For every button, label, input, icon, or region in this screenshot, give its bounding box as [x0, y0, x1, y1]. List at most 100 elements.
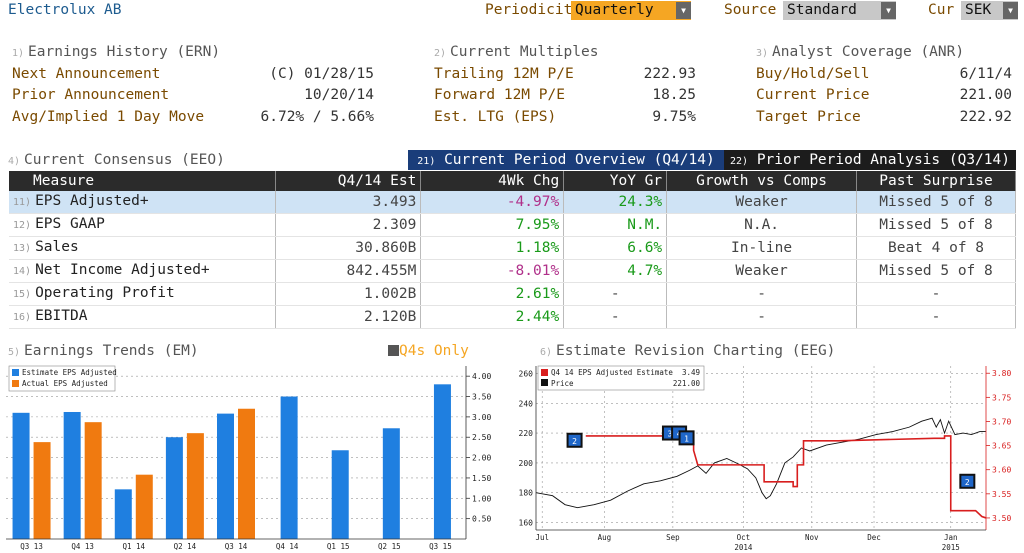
earnings-history-header[interactable]: 1) Earnings History (ERN) [12, 44, 220, 60]
comps-cell: - [666, 282, 857, 306]
periodicity-value: Quarterly [575, 2, 654, 18]
source-value: Standard [787, 2, 857, 18]
event-marker-icon: 2 [566, 432, 583, 448]
estimate-cell: 1.002B [275, 282, 422, 306]
x-tick-label: Q1 15 [327, 542, 350, 551]
event-marker-fill [663, 427, 676, 439]
estimate-bar [280, 396, 298, 539]
tab-current-period[interactable]: 21) Current Period Overview (Q4/14) [408, 150, 724, 170]
table-row[interactable]: 11) EPS Adjusted+ 3.493 -4.97% 24.3% Weak… [9, 191, 1016, 214]
yoy-cell: N.M. [563, 213, 668, 237]
currency-value: SEK [965, 2, 992, 18]
x-tick-label: Q2 15 [378, 542, 401, 551]
consensus-header[interactable]: 4) Current Consensus (EEO) [8, 152, 225, 168]
column-header[interactable]: YoY Gr [563, 171, 668, 191]
security-title: Electrolux AB [8, 2, 122, 18]
ac-label-1: Current Price [756, 87, 870, 103]
yoy-cell: 6.6% [563, 236, 668, 260]
periodicity-select[interactable]: Quarterly ▼ [571, 1, 691, 20]
actual-bar [135, 474, 153, 539]
estimate-cell: 2.309 [275, 213, 422, 237]
measure-cell: EPS Adjusted+ [35, 193, 149, 209]
left-tick-label: 160 [519, 519, 534, 528]
change-cell: -4.97% [420, 191, 565, 214]
x-tick-label: Jan [944, 533, 958, 542]
change-cell: 2.61% [420, 282, 565, 306]
currency-select[interactable]: SEK ▼ [961, 1, 1018, 20]
left-tick-label: 240 [519, 399, 534, 408]
legend-value: 221.00 [673, 379, 701, 388]
comps-cell: In-line [666, 236, 857, 260]
surprise-cell: Missed 5 of 8 [856, 213, 1016, 237]
x-tick-label: Nov [805, 533, 819, 542]
column-header[interactable]: Measure [9, 171, 277, 191]
earnings-trends-header[interactable]: 5) Earnings Trends (EM) [8, 343, 199, 359]
table-row[interactable]: 14) Net Income Adjusted+ 842.455M -8.01% … [9, 259, 1016, 283]
table-row[interactable]: 12) EPS GAAP 2.309 7.95% N.M. N.A. Missed… [9, 213, 1016, 237]
comps-cell: Weaker [666, 259, 857, 283]
change-cell: 1.18% [420, 236, 565, 260]
table-row[interactable]: 15) Operating Profit 1.002B 2.61% - - - [9, 282, 1016, 306]
tab-number: 22) [730, 156, 749, 167]
section-number: 5) [8, 347, 21, 358]
legend-swatch [12, 369, 19, 376]
comps-cell: Weaker [666, 191, 857, 214]
estimate-revision-header[interactable]: 6) Estimate Revision Charting (EEG) [540, 343, 835, 359]
estimate-cell: 30.860B [275, 236, 422, 260]
table-row[interactable]: 13) Sales 30.860B 1.18% 6.6% In-line Beat… [9, 236, 1016, 260]
section-number: 3) [756, 48, 769, 59]
x-tick-label: Q1 14 [122, 542, 145, 551]
actual-bar [33, 442, 51, 539]
analyst-coverage-header[interactable]: 3) Analyst Coverage (ANR) [756, 44, 964, 60]
legend-swatch [12, 380, 19, 387]
dropdown-arrow-icon: ▼ [881, 2, 896, 19]
y-tick-label: 3.00 [472, 413, 491, 422]
x-tick-label: Jul [535, 533, 549, 542]
measure-cell: Sales [35, 239, 79, 255]
q4s-only-toggle[interactable]: Q4s Only [388, 343, 469, 359]
legend-label: Actual EPS Adjusted [22, 379, 108, 388]
row-number: 12) [13, 220, 32, 231]
tab-number: 21) [417, 156, 436, 167]
right-tick-label: 3.65 [992, 442, 1011, 451]
estimate-bar [12, 412, 30, 539]
section-number: 6) [540, 347, 553, 358]
column-header[interactable]: Past Surprise [856, 171, 1016, 191]
earnings-trends-chart: 0.50 1.00 1.50 2.00 2.50 3.00 3.50 4.00 Q3 13 Q4 … [6, 365, 491, 551]
change-cell: -8.01% [420, 259, 565, 283]
event-marker-icon: 1 [678, 430, 695, 446]
tab-prior-period[interactable]: 22) Prior Period Analysis (Q3/14) [724, 150, 1016, 170]
x-tick-label: Q3 14 [225, 542, 248, 551]
consensus-table: Measure Q4/14 Est 4Wk Chg YoY Gr Growth … [9, 171, 1016, 329]
source-select[interactable]: Standard ▼ [783, 1, 896, 20]
table-row[interactable]: 16) EBITDA 2.120B 2.44% - - - [9, 305, 1016, 329]
event-marker-label: 1 [684, 434, 689, 443]
eh-value-2: 6.72% / 5.66% [260, 109, 375, 125]
change-cell: 2.44% [420, 305, 565, 329]
column-header[interactable]: 4Wk Chg [420, 171, 565, 191]
column-header[interactable]: Q4/14 Est [275, 171, 422, 191]
current-multiples-title: Current Multiples [450, 44, 599, 60]
measure-cell: EBITDA [35, 308, 88, 324]
right-tick-label: 3.75 [992, 393, 1011, 402]
column-header[interactable]: Growth vs Comps [666, 171, 857, 191]
current-multiples-header[interactable]: 2) Current Multiples [434, 44, 598, 60]
measure-cell: EPS GAAP [35, 216, 105, 232]
row-number: 11) [13, 197, 32, 208]
legend-value: 3.49 [682, 368, 700, 377]
estimate-revision-chart: 160 180 200 220 240 260 3.50 3.55 3.60 3.65 3.70 3.… [519, 365, 1011, 552]
event-marker-fill [680, 432, 693, 444]
x-tick-label: Q3 15 [429, 542, 452, 551]
cm-label-2: Est. LTG (EPS) [434, 109, 557, 125]
left-tick-label: 260 [519, 369, 534, 378]
right-tick-label: 3.50 [992, 514, 1011, 523]
left-tick-label: 220 [519, 429, 534, 438]
eh-label-2: Avg/Implied 1 Day Move [12, 109, 205, 125]
estimate-bar [63, 411, 81, 539]
event-marker-icon: 2 [959, 473, 976, 489]
measure-cell: Net Income Adjusted+ [35, 262, 210, 278]
change-cell: 7.95% [420, 213, 565, 237]
row-number: 15) [13, 289, 32, 300]
dropdown-arrow-icon: ▼ [676, 2, 691, 19]
estimate-bar [165, 437, 183, 539]
